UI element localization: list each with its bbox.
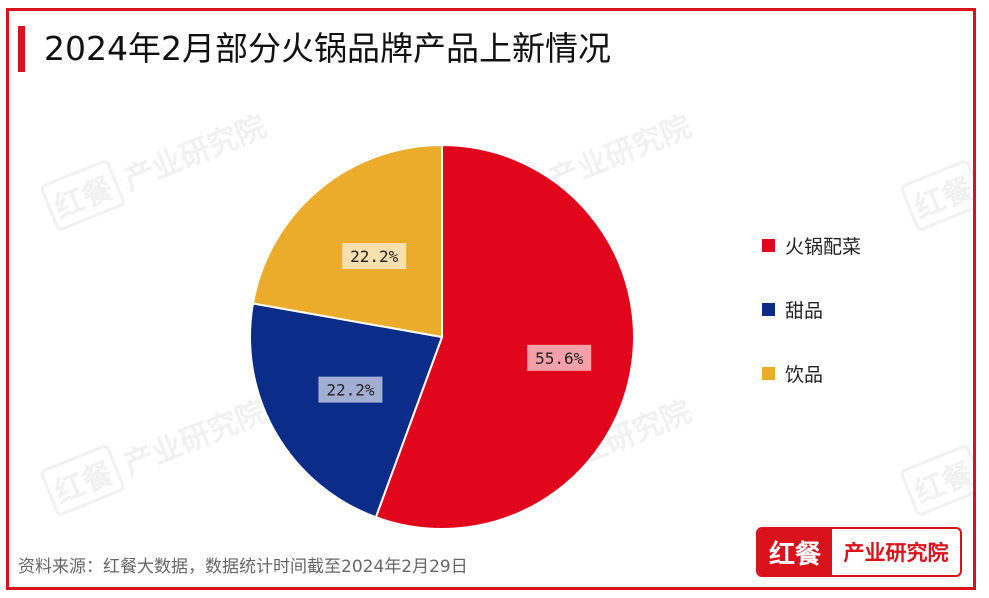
data-label-background — [318, 376, 383, 403]
legend-label: 饮品 — [785, 363, 824, 386]
data-label-background — [527, 344, 592, 371]
logo-mark: 红餐 — [758, 529, 832, 575]
logo-text: 产业研究院 — [843, 541, 949, 565]
pie-slice-3 — [251, 143, 443, 339]
source-note: 资料来源：红餐大数据，数据统计时间截至2024年2月29日 — [18, 557, 468, 577]
chart-title: 2024年2月部分火锅品牌产品上新情况 — [44, 29, 611, 68]
legend-swatch — [762, 238, 775, 252]
data-label-text: 22.2% — [326, 381, 375, 400]
data-label-text: 55.6% — [535, 349, 584, 368]
legend-item: 甜品 — [762, 296, 861, 322]
slice-data-label: 55.6% — [527, 344, 592, 371]
slice-data-label: 22.2% — [318, 376, 383, 403]
data-label-text: 22.2% — [350, 247, 399, 266]
legend-item: 火锅配菜 — [762, 232, 861, 258]
pie-slice-1 — [374, 143, 635, 530]
data-label-background — [342, 243, 407, 270]
legend-label: 火锅配菜 — [785, 235, 862, 258]
legend-item: 饮品 — [762, 360, 861, 386]
title-accent-bar — [18, 26, 25, 72]
slice-data-label: 22.2% — [342, 243, 407, 270]
pie-slice-2 — [249, 302, 444, 519]
legend-label: 甜品 — [785, 299, 824, 322]
brand-logo: 红餐 产业研究院 — [756, 527, 962, 577]
legend-swatch — [762, 366, 775, 380]
legend-swatch — [762, 302, 775, 316]
legend: 火锅配菜 甜品 饮品 — [762, 232, 861, 424]
